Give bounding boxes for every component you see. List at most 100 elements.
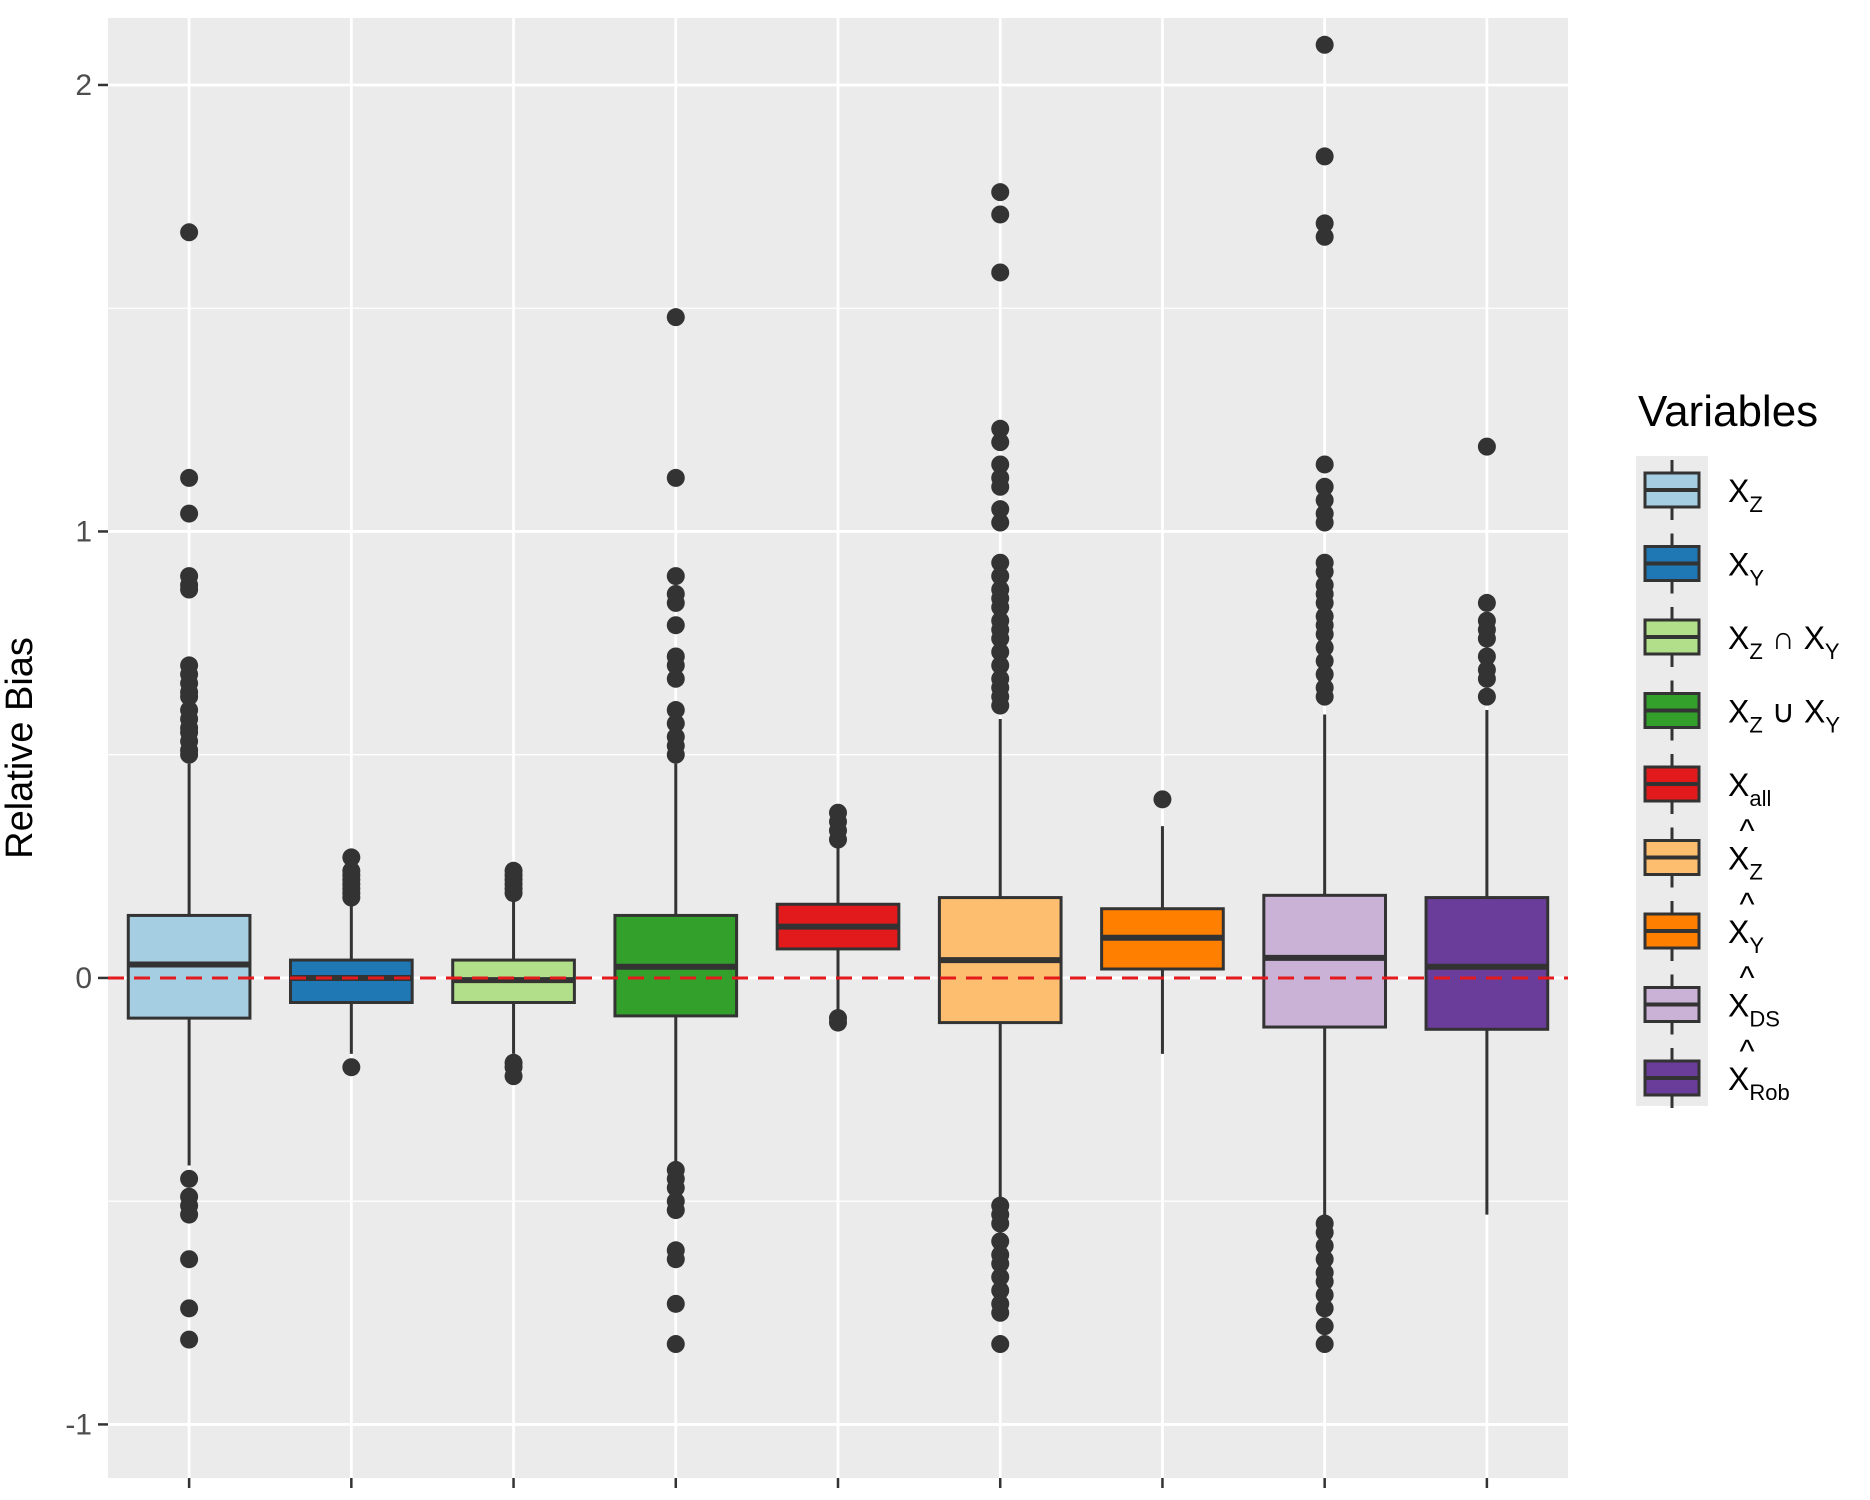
outlier-point bbox=[1315, 214, 1334, 233]
outlier-point bbox=[1315, 625, 1334, 644]
outlier-point bbox=[1153, 790, 1172, 809]
outlier-point bbox=[1477, 593, 1496, 612]
outlier-point bbox=[991, 1303, 1010, 1322]
outlier-point bbox=[991, 455, 1010, 474]
box-body bbox=[1262, 893, 1388, 1029]
outlier-point bbox=[991, 598, 1010, 617]
y-tick-label: 2 bbox=[75, 69, 92, 102]
outlier-point bbox=[1315, 227, 1334, 246]
outlier-point bbox=[1477, 669, 1496, 688]
y-axis: -1 0 1 2 bbox=[65, 69, 108, 1441]
outlier-point bbox=[180, 1250, 199, 1269]
box-group bbox=[1262, 35, 1388, 1354]
outlier-point bbox=[991, 513, 1010, 532]
y-tick-label: -1 bbox=[65, 1408, 92, 1441]
outlier-point bbox=[180, 1169, 199, 1188]
legend-hat-mark: ^ bbox=[1739, 813, 1754, 849]
legend-label: XZ ∪ XY bbox=[1728, 694, 1840, 738]
outlier-point bbox=[991, 183, 1010, 202]
legend-label: XRob bbox=[1728, 1061, 1790, 1105]
legend-hat-mark: ^ bbox=[1739, 1033, 1754, 1069]
box-group bbox=[613, 308, 739, 1354]
outlier-point bbox=[1315, 513, 1334, 532]
legend-hat-mark: ^ bbox=[1739, 886, 1754, 922]
outlier-point bbox=[180, 687, 199, 706]
outlier-point bbox=[180, 1205, 199, 1224]
legend-item: XZ^ bbox=[1643, 813, 1763, 888]
legend-label: XY bbox=[1728, 914, 1764, 958]
outlier-point bbox=[991, 263, 1010, 282]
legend-label: XZ bbox=[1728, 841, 1763, 885]
outlier-point bbox=[1315, 562, 1334, 581]
y-tick-label: 0 bbox=[75, 962, 92, 995]
outlier-point bbox=[666, 1250, 685, 1269]
legend-label: XY bbox=[1728, 547, 1764, 591]
outlier-point bbox=[1315, 687, 1334, 706]
outlier-point bbox=[1315, 1335, 1334, 1354]
outlier-point bbox=[991, 567, 1010, 586]
box-series bbox=[126, 35, 1550, 1354]
outlier-point bbox=[1315, 651, 1334, 670]
outlier-point bbox=[666, 1178, 685, 1197]
outlier-point bbox=[666, 308, 685, 327]
outlier-point bbox=[666, 669, 685, 688]
outlier-point bbox=[1315, 1250, 1334, 1269]
outlier-point bbox=[666, 1335, 685, 1354]
legend-item: XRob^ bbox=[1643, 1033, 1790, 1108]
outlier-point bbox=[1315, 638, 1334, 657]
outlier-point bbox=[666, 468, 685, 487]
outlier-point bbox=[991, 205, 1010, 224]
y-axis-title: Relative Bias bbox=[0, 637, 41, 859]
outlier-point bbox=[991, 477, 1010, 496]
outlier-point bbox=[504, 1067, 523, 1086]
outlier-point bbox=[829, 1013, 847, 1032]
outlier-point bbox=[1315, 593, 1334, 612]
legend-item: XZ ∪ XY bbox=[1643, 680, 1840, 741]
outlier-point bbox=[666, 701, 685, 720]
outlier-point bbox=[666, 714, 685, 733]
outlier-point bbox=[991, 1281, 1010, 1300]
outlier-point bbox=[1315, 1285, 1334, 1304]
outlier-point bbox=[180, 745, 199, 764]
legend-label: XDS bbox=[1728, 988, 1780, 1032]
outlier-point bbox=[1477, 687, 1496, 706]
outlier-point bbox=[666, 567, 685, 586]
outlier-point bbox=[1315, 1236, 1334, 1255]
box-group bbox=[1424, 437, 1550, 1215]
outlier-point bbox=[1315, 147, 1334, 166]
outlier-point bbox=[666, 593, 685, 612]
legend-hat-mark: ^ bbox=[1739, 960, 1754, 996]
outlier-point bbox=[666, 656, 685, 675]
legend-item: XZ ∩ XY bbox=[1643, 607, 1840, 667]
legend-item: Xall bbox=[1643, 754, 1771, 814]
outlier-point bbox=[1477, 647, 1496, 666]
outlier-point bbox=[829, 830, 847, 849]
outlier-point bbox=[1315, 1299, 1334, 1318]
outlier-point bbox=[504, 884, 523, 903]
legend-title: Variables bbox=[1638, 387, 1818, 436]
box-group bbox=[451, 861, 576, 1086]
outlier-point bbox=[1315, 491, 1334, 510]
outlier-point bbox=[1315, 1223, 1334, 1242]
outlier-point bbox=[1315, 35, 1334, 54]
outlier-point bbox=[991, 419, 1010, 438]
outlier-point bbox=[666, 616, 685, 635]
outlier-point bbox=[1477, 629, 1496, 648]
outlier-point bbox=[991, 553, 1010, 572]
legend-item: XY^ bbox=[1643, 886, 1764, 961]
outlier-point bbox=[1477, 437, 1496, 456]
outlier-point bbox=[666, 745, 685, 764]
legend-label: XZ bbox=[1728, 473, 1763, 517]
box-body bbox=[1424, 896, 1550, 1031]
legend-item: XDS^ bbox=[1643, 960, 1780, 1035]
outlier-point bbox=[342, 888, 361, 907]
outlier-point bbox=[180, 504, 199, 523]
outlier-point bbox=[1315, 1317, 1334, 1336]
outlier-point bbox=[180, 1299, 199, 1318]
outlier-point bbox=[991, 1214, 1010, 1233]
outlier-point bbox=[1315, 1272, 1334, 1291]
outlier-point bbox=[180, 580, 199, 599]
outlier-point bbox=[991, 1232, 1010, 1251]
outlier-point bbox=[991, 433, 1010, 452]
